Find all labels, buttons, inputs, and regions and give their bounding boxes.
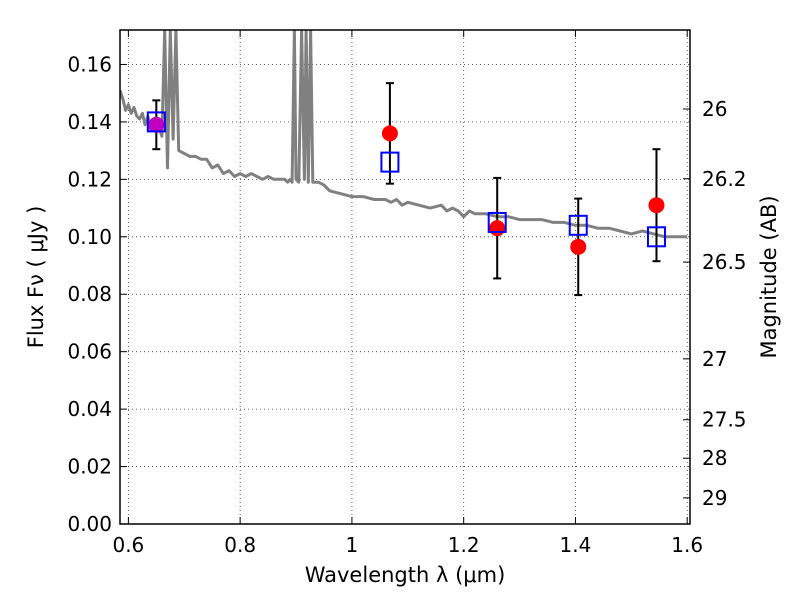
- y-tick-label: 0.00: [67, 512, 112, 536]
- y2-tick-label: 27.5: [702, 408, 747, 432]
- y-tick-label: 0.12: [67, 167, 112, 191]
- x-tick-label: 1: [346, 533, 359, 557]
- ticks-layer: 0.6 0.8 1 1.2 1.4 1.6 0.00 0.02 0.04 0.06 0.08 0.10…: [67, 30, 747, 557]
- y2-tick-label: 27: [702, 347, 727, 371]
- plot-frame: [119, 29, 691, 525]
- x-tick-label: 1.2: [448, 533, 480, 557]
- y-tick-label: 0.10: [67, 225, 112, 249]
- x-axis-label: Wavelength λ (μm): [305, 563, 506, 587]
- x-tick-label: 1.6: [671, 533, 703, 557]
- model-spectrum-layer: [120, 30, 688, 239]
- y2-tick-label: 28: [702, 446, 727, 470]
- observed-flux-point: [489, 220, 506, 237]
- observed-flux-point: [148, 116, 165, 133]
- grid-layer: [120, 30, 690, 525]
- y-tick-label: 0.06: [67, 340, 112, 364]
- y2-tick-label: 29: [702, 486, 727, 510]
- model-flux-square: [568, 214, 588, 236]
- y-tick-label: 0.04: [67, 397, 112, 421]
- y-tick-label: 0.14: [67, 110, 112, 134]
- y2-tick-label: 26: [702, 97, 727, 121]
- model-spectrum-line: [120, 30, 688, 239]
- observed-flux-point: [570, 238, 587, 255]
- observed-flux-point: [648, 197, 665, 214]
- model-flux-square: [487, 211, 507, 233]
- x-tick-label: 1.4: [560, 533, 592, 557]
- y2-tick-label: 26.5: [702, 250, 747, 274]
- y2-tick-label: 26.2: [702, 167, 747, 191]
- x-tick-label: 0.6: [112, 533, 144, 557]
- model-flux-square: [380, 151, 400, 173]
- y2-axis-label: Magnitude (AB): [757, 195, 781, 358]
- model-flux-square: [646, 226, 666, 248]
- x-tick-label: 0.8: [224, 533, 256, 557]
- model-flux-square: [146, 111, 166, 133]
- y-tick-label: 0.16: [67, 52, 112, 76]
- y-tick-label: 0.02: [67, 455, 112, 479]
- observed-flux-point: [381, 125, 398, 142]
- photometry-points-layer: [146, 82, 666, 297]
- y-axis-label: Flux Fν ( μJy ): [24, 206, 48, 349]
- y-tick-label: 0.08: [67, 282, 112, 306]
